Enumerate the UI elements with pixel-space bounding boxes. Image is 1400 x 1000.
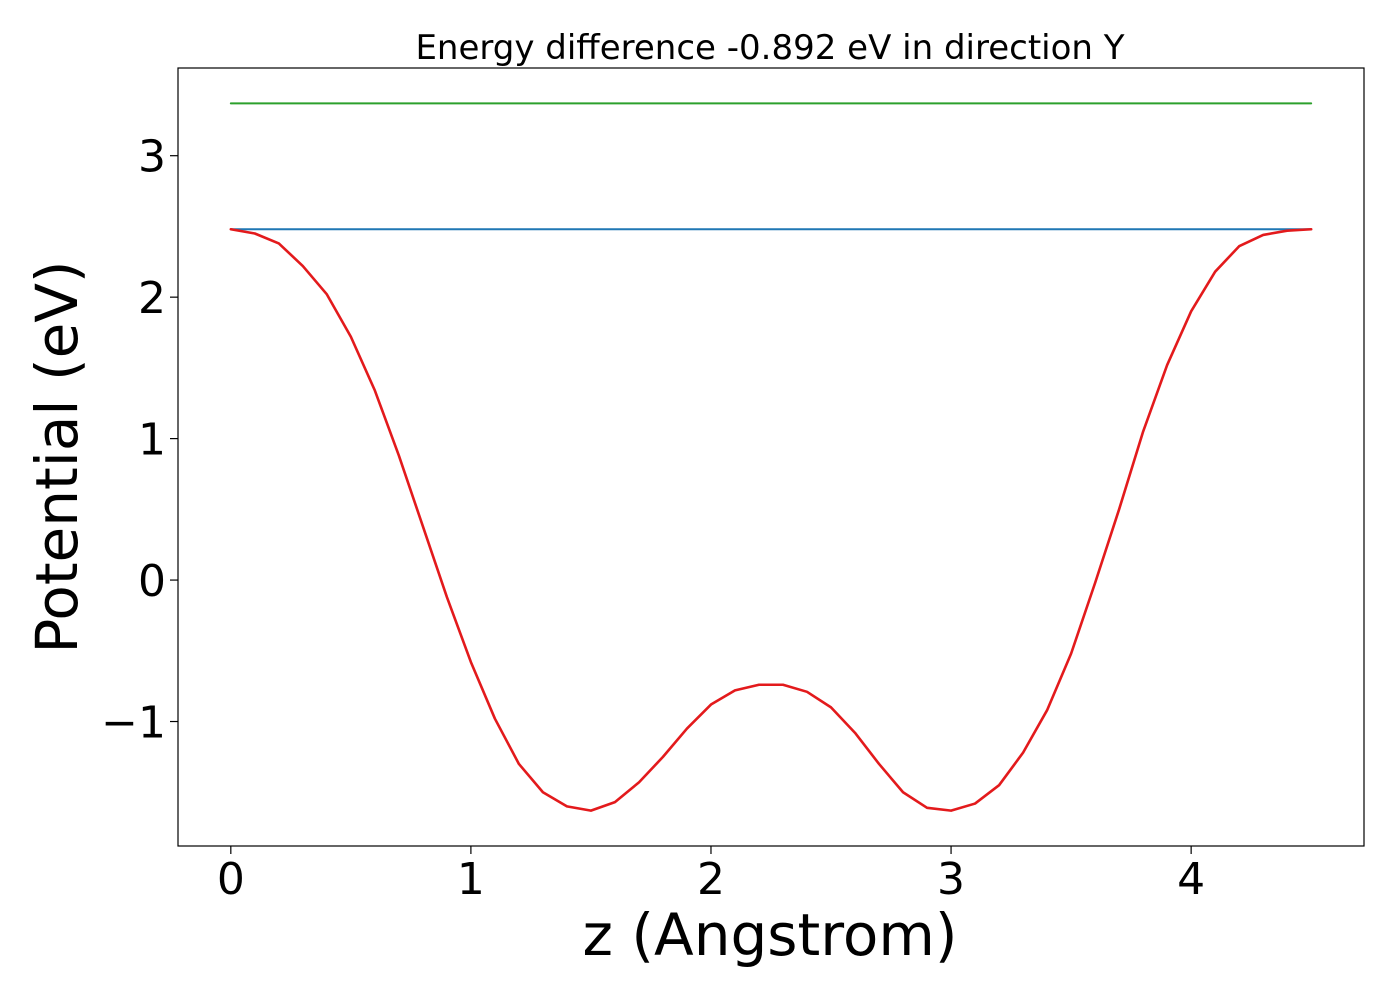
x-axis: 0 1 2 3 4 (217, 846, 1205, 905)
plot-frame (177, 67, 1365, 847)
y-tick-label: 1 (138, 415, 166, 466)
series-line-potential (229, 227, 1313, 812)
x-tick-label: 4 (1177, 854, 1205, 905)
y-tick-label: 3 (138, 132, 166, 183)
series-layer (229, 102, 1313, 812)
y-tick-label: −1 (101, 698, 166, 749)
x-tick-label: 2 (697, 854, 725, 905)
x-axis-label: z (Angstrom) (583, 901, 958, 969)
x-tick-label: 1 (457, 854, 485, 905)
x-tick-label: 3 (937, 854, 965, 905)
x-tick-label: 0 (217, 854, 245, 905)
y-axis-label: Potential (eV) (23, 260, 91, 653)
y-tick-label: 2 (138, 273, 166, 324)
y-tick-label: 0 (138, 556, 166, 607)
chart-title: Energy difference -0.892 eV in direction… (415, 28, 1124, 68)
y-axis: −1 0 1 2 3 (101, 132, 178, 749)
